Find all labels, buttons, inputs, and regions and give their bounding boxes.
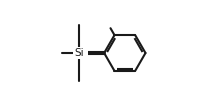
Text: Si: Si xyxy=(74,48,83,58)
